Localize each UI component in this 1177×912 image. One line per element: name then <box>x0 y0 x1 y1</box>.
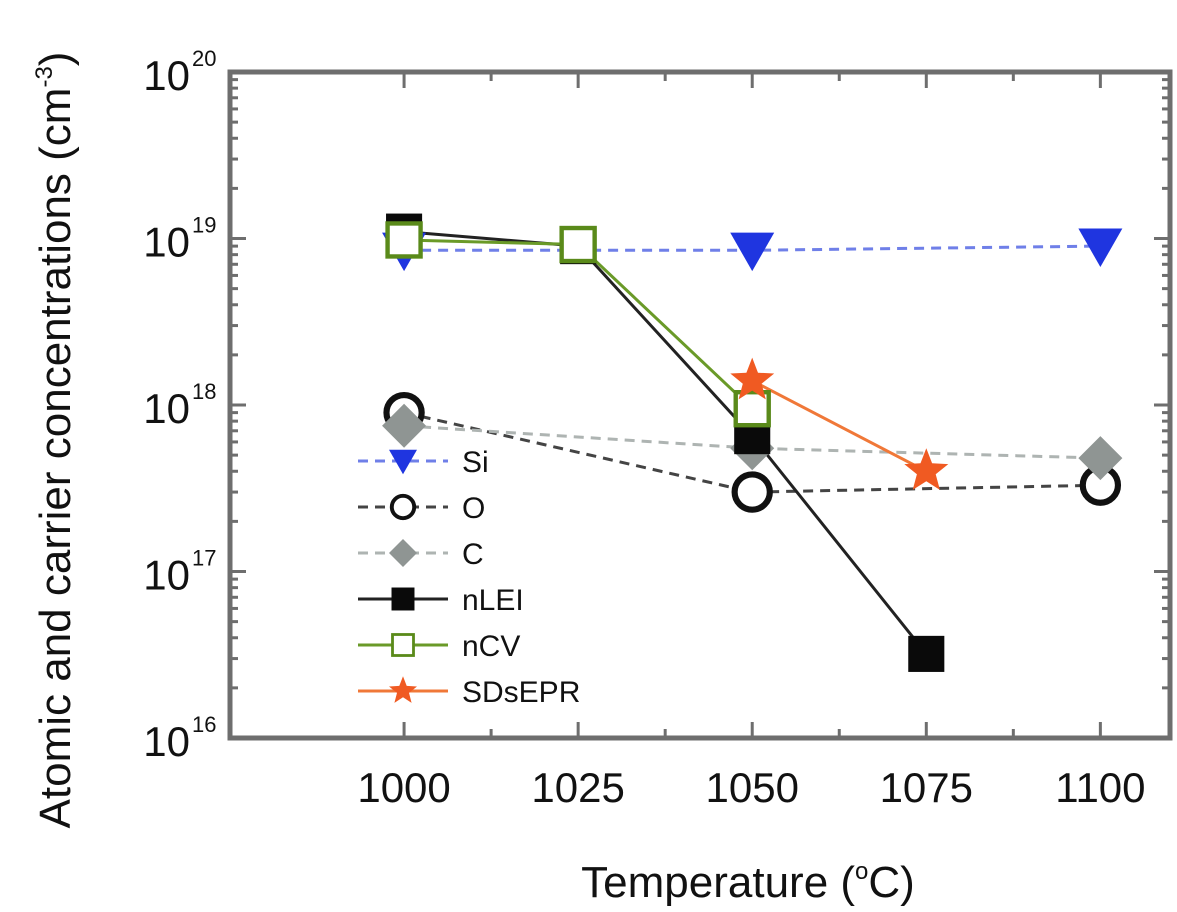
y-axis-label: Atomic and carrier concentrations (cm-3) <box>31 52 80 829</box>
y-tick-label-exponent: 17 <box>192 546 216 571</box>
legend-label-ncv: nCV <box>462 630 520 663</box>
plot-frame <box>227 69 1173 741</box>
data-point-si <box>730 232 775 272</box>
series-markers <box>382 213 1123 672</box>
legend-label-sdsepr: SDsEPR <box>462 676 580 709</box>
y-tick-label-exponent: 19 <box>192 213 216 238</box>
x-axis-tick-labels: 1000 1025 1050 1075 1100 <box>357 764 1145 811</box>
y-tick-label-exponent: 20 <box>192 46 216 71</box>
legend-marker-o <box>389 493 417 521</box>
legend-label-c: C <box>462 538 484 571</box>
data-point-o <box>731 471 773 513</box>
y-tick-label-base: 10 <box>143 52 190 99</box>
legend-marker-c <box>389 539 417 567</box>
legend-label-nlei: nLEI <box>462 584 524 617</box>
y-axis-ticks <box>230 70 1170 740</box>
y-tick-label: 10 <box>143 718 190 765</box>
y-tick-label-base: 10 <box>143 718 190 765</box>
data-point-c <box>1078 436 1123 481</box>
series-line-nlei <box>403 230 928 655</box>
legend-marker-ncv <box>391 633 415 657</box>
x-tick-label: 1100 <box>1055 764 1145 811</box>
y-tick-label-base: 10 <box>143 552 190 599</box>
legend-marker-si <box>389 449 417 475</box>
legend-label-si: Si <box>462 446 489 479</box>
y-tick-label: 10 <box>143 219 190 266</box>
x-tick-label: 1000 <box>357 764 450 811</box>
data-point-ncv <box>385 221 423 259</box>
x-tick-label: 1075 <box>880 764 973 811</box>
data-point-nlei <box>908 635 945 672</box>
x-axis-label: Temperature (oC) <box>581 858 915 907</box>
data-point-ncv <box>559 225 597 264</box>
y-tick-label-exponent: 18 <box>192 379 216 404</box>
x-axis-ticks <box>402 72 1102 738</box>
y-tick-label-exponent: 16 <box>192 712 216 737</box>
y-tick-label: 10 <box>143 52 190 99</box>
legend-label-o: O <box>462 492 485 525</box>
data-point-sdsepr <box>730 357 775 400</box>
y-tick-label: 10 <box>143 385 190 432</box>
y-tick-label-base: 10 <box>143 385 190 432</box>
data-point-si <box>1078 228 1123 268</box>
y-tick-label: 10 <box>143 552 190 599</box>
data-point-c <box>382 403 427 448</box>
series-line-sdsepr <box>751 379 927 473</box>
legend-marker-nlei <box>391 587 415 611</box>
data-point-sdsepr <box>904 448 949 490</box>
x-tick-label: 1025 <box>531 764 624 811</box>
legend-marker-sdsepr <box>389 676 417 703</box>
y-tick-label-base: 10 <box>143 219 190 266</box>
x-tick-label: 1050 <box>706 764 799 811</box>
